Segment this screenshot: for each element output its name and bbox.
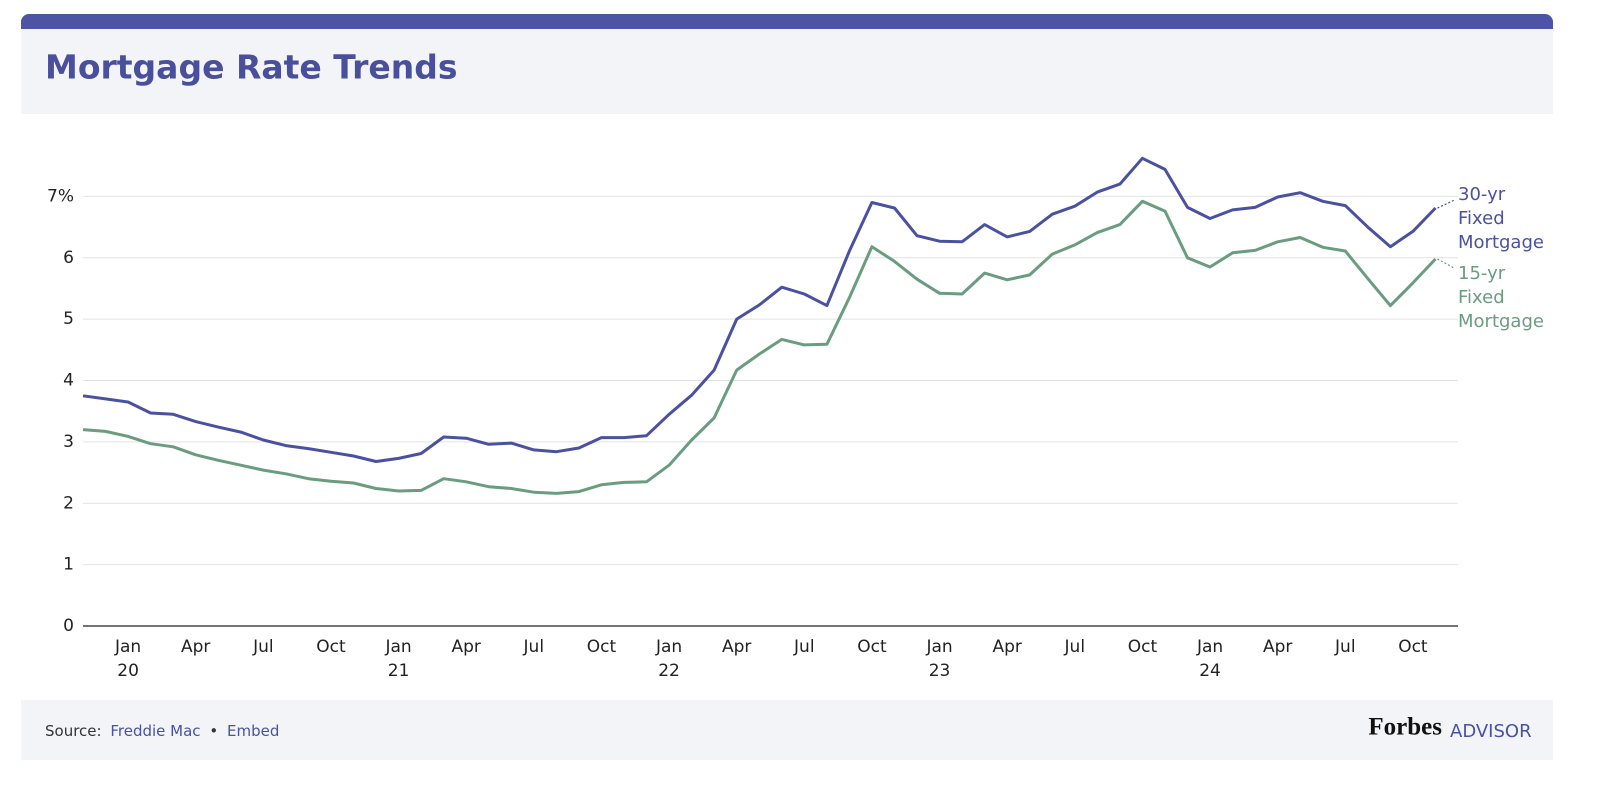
y-tick-label: 7% [47, 186, 74, 206]
y-tick-label: 2 [63, 493, 74, 513]
chart-title: Mortgage Rate Trends [45, 48, 458, 87]
series-label-line: Mortgage [1458, 232, 1544, 253]
x-tick-label-line: Jul [1334, 637, 1356, 657]
x-tick-label: Jul [1064, 637, 1086, 657]
x-tick-label-line: Jan [925, 637, 952, 657]
x-tick-label-line: Jan [114, 637, 141, 657]
series-label-line: 15-yr [1458, 263, 1506, 284]
x-tick-label: Apr [451, 637, 480, 657]
x-tick-label-line: Apr [722, 637, 751, 657]
x-tick-label: Apr [992, 637, 1021, 657]
y-tick-label: 4 [63, 371, 74, 391]
series-label-line: 30-yr [1458, 184, 1506, 205]
x-tick-label: Oct [857, 637, 887, 657]
series-label-line: Fixed [1458, 208, 1505, 229]
y-tick-label: 3 [63, 432, 74, 452]
x-tick-label: Jan 20 [114, 637, 141, 681]
y-tick-label: 1 [63, 555, 74, 575]
brand-sub: ADVISOR [1450, 721, 1532, 742]
x-tick-label-line: Oct [857, 637, 887, 657]
x-tick-label-line: Jul [793, 637, 815, 657]
x-tick-label: Jul [1334, 637, 1356, 657]
label-connector [1437, 258, 1455, 269]
x-tick-label-line: 20 [117, 661, 139, 681]
source-label: Source: [45, 722, 102, 740]
x-tick-label-line: Apr [181, 637, 210, 657]
x-tick-label: Jan 22 [655, 637, 682, 681]
series-line [82, 156, 1437, 463]
series-label: 15-yr Fixed Mortgage [1458, 263, 1544, 332]
x-tick-label-line: Jul [1064, 637, 1086, 657]
x-tick-label-line: Jul [252, 637, 274, 657]
x-tick-label-line: Jan [655, 637, 682, 657]
x-tick-label: Oct [587, 637, 617, 657]
y-tick-label: 5 [63, 309, 74, 329]
header-bg [21, 29, 1553, 114]
series-label-line: Mortgage [1458, 311, 1544, 332]
x-tick-label-line: Apr [451, 637, 480, 657]
x-tick-label-line: Oct [1128, 637, 1158, 657]
brand: Forbes [1368, 714, 1442, 741]
series-line [82, 199, 1437, 495]
x-tick-label: Oct [1398, 637, 1428, 657]
x-tick-label: Oct [316, 637, 346, 657]
x-tick-label: Jan 21 [384, 637, 411, 681]
x-tick-label: Jan 24 [1196, 637, 1223, 681]
x-tick-label-line: Jan [1196, 637, 1223, 657]
series-label-line: Fixed [1458, 287, 1505, 308]
y-tick-label: 6 [63, 248, 74, 268]
series-label: 30-yr Fixed Mortgage [1458, 184, 1544, 253]
x-tick-label: Oct [1128, 637, 1158, 657]
x-tick-label-line: Oct [587, 637, 617, 657]
x-tick-label-line: Apr [992, 637, 1021, 657]
x-tick-label-line: 24 [1199, 661, 1221, 681]
x-tick-label: Jan 23 [925, 637, 952, 681]
x-tick-label-line: Jul [523, 637, 545, 657]
x-tick-label-line: 23 [929, 661, 951, 681]
footer-bg [21, 700, 1553, 760]
x-tick-label: Jul [793, 637, 815, 657]
embed-link[interactable]: Embed [227, 722, 279, 740]
y-tick-label: 0 [63, 616, 74, 636]
x-tick-label: Jul [252, 637, 274, 657]
separator: • [209, 722, 218, 740]
label-connector [1437, 199, 1455, 209]
x-tick-label-line: Apr [1263, 637, 1292, 657]
source-link[interactable]: Freddie Mac [110, 722, 200, 740]
x-tick-label-line: 21 [388, 661, 410, 681]
x-tick-label: Jul [523, 637, 545, 657]
x-tick-label-line: Oct [316, 637, 346, 657]
x-tick-label-line: 22 [658, 661, 680, 681]
x-tick-label-line: Jan [384, 637, 411, 657]
x-tick-label: Apr [181, 637, 210, 657]
x-tick-label-line: Oct [1398, 637, 1428, 657]
footer-source: Source: Freddie Mac • Embed [45, 722, 279, 740]
x-tick-label: Apr [1263, 637, 1292, 657]
x-tick-label: Apr [722, 637, 751, 657]
